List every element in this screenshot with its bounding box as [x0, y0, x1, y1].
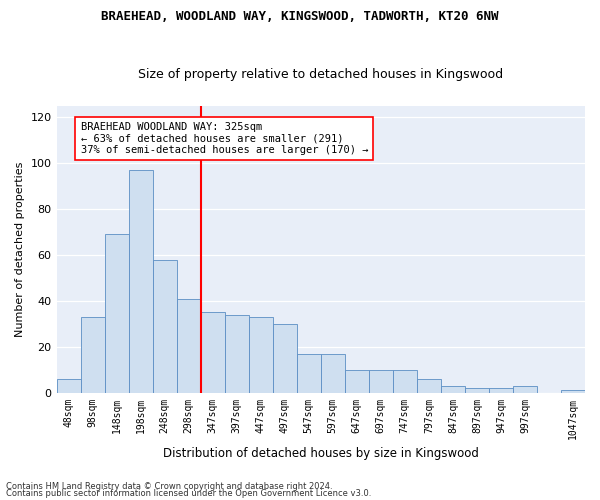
Bar	[224, 314, 249, 392]
Y-axis label: Number of detached properties: Number of detached properties	[15, 162, 25, 337]
Bar	[441, 386, 465, 392]
Bar	[369, 370, 393, 392]
Bar	[249, 317, 273, 392]
Text: BRAEHEAD WOODLAND WAY: 325sqm
← 63% of detached houses are smaller (291)
37% of : BRAEHEAD WOODLAND WAY: 325sqm ← 63% of d…	[80, 122, 368, 155]
Text: Contains HM Land Registry data © Crown copyright and database right 2024.: Contains HM Land Registry data © Crown c…	[6, 482, 332, 491]
Title: Size of property relative to detached houses in Kingswood: Size of property relative to detached ho…	[138, 68, 503, 81]
X-axis label: Distribution of detached houses by size in Kingswood: Distribution of detached houses by size …	[163, 447, 479, 460]
Bar	[273, 324, 297, 392]
Bar	[513, 386, 537, 392]
Bar	[465, 388, 489, 392]
Bar	[128, 170, 152, 392]
Bar	[200, 312, 224, 392]
Text: BRAEHEAD, WOODLAND WAY, KINGSWOOD, TADWORTH, KT20 6NW: BRAEHEAD, WOODLAND WAY, KINGSWOOD, TADWO…	[101, 10, 499, 23]
Bar	[345, 370, 369, 392]
Bar	[80, 317, 104, 392]
Text: Contains public sector information licensed under the Open Government Licence v3: Contains public sector information licen…	[6, 489, 371, 498]
Bar	[176, 298, 200, 392]
Bar	[489, 388, 513, 392]
Bar	[104, 234, 128, 392]
Bar	[297, 354, 321, 393]
Bar	[417, 379, 441, 392]
Bar	[321, 354, 345, 393]
Bar	[393, 370, 417, 392]
Bar	[152, 260, 176, 392]
Bar	[56, 379, 80, 392]
Bar	[561, 390, 585, 392]
